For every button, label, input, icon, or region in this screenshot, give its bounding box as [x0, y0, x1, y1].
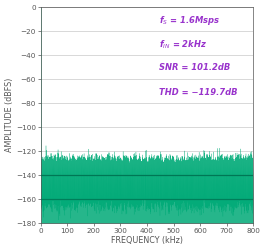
X-axis label: FREQUENCY (kHz): FREQUENCY (kHz): [111, 236, 183, 245]
Text: f$_{IN}$ = 2kHz: f$_{IN}$ = 2kHz: [159, 39, 207, 51]
Y-axis label: AMPLITUDE (dBFS): AMPLITUDE (dBFS): [5, 78, 14, 152]
Text: SNR = 101.2dB: SNR = 101.2dB: [159, 64, 230, 72]
Text: f$_S$ = 1.6Msps: f$_S$ = 1.6Msps: [159, 14, 220, 27]
Text: THD = −119.7dB: THD = −119.7dB: [159, 88, 237, 97]
